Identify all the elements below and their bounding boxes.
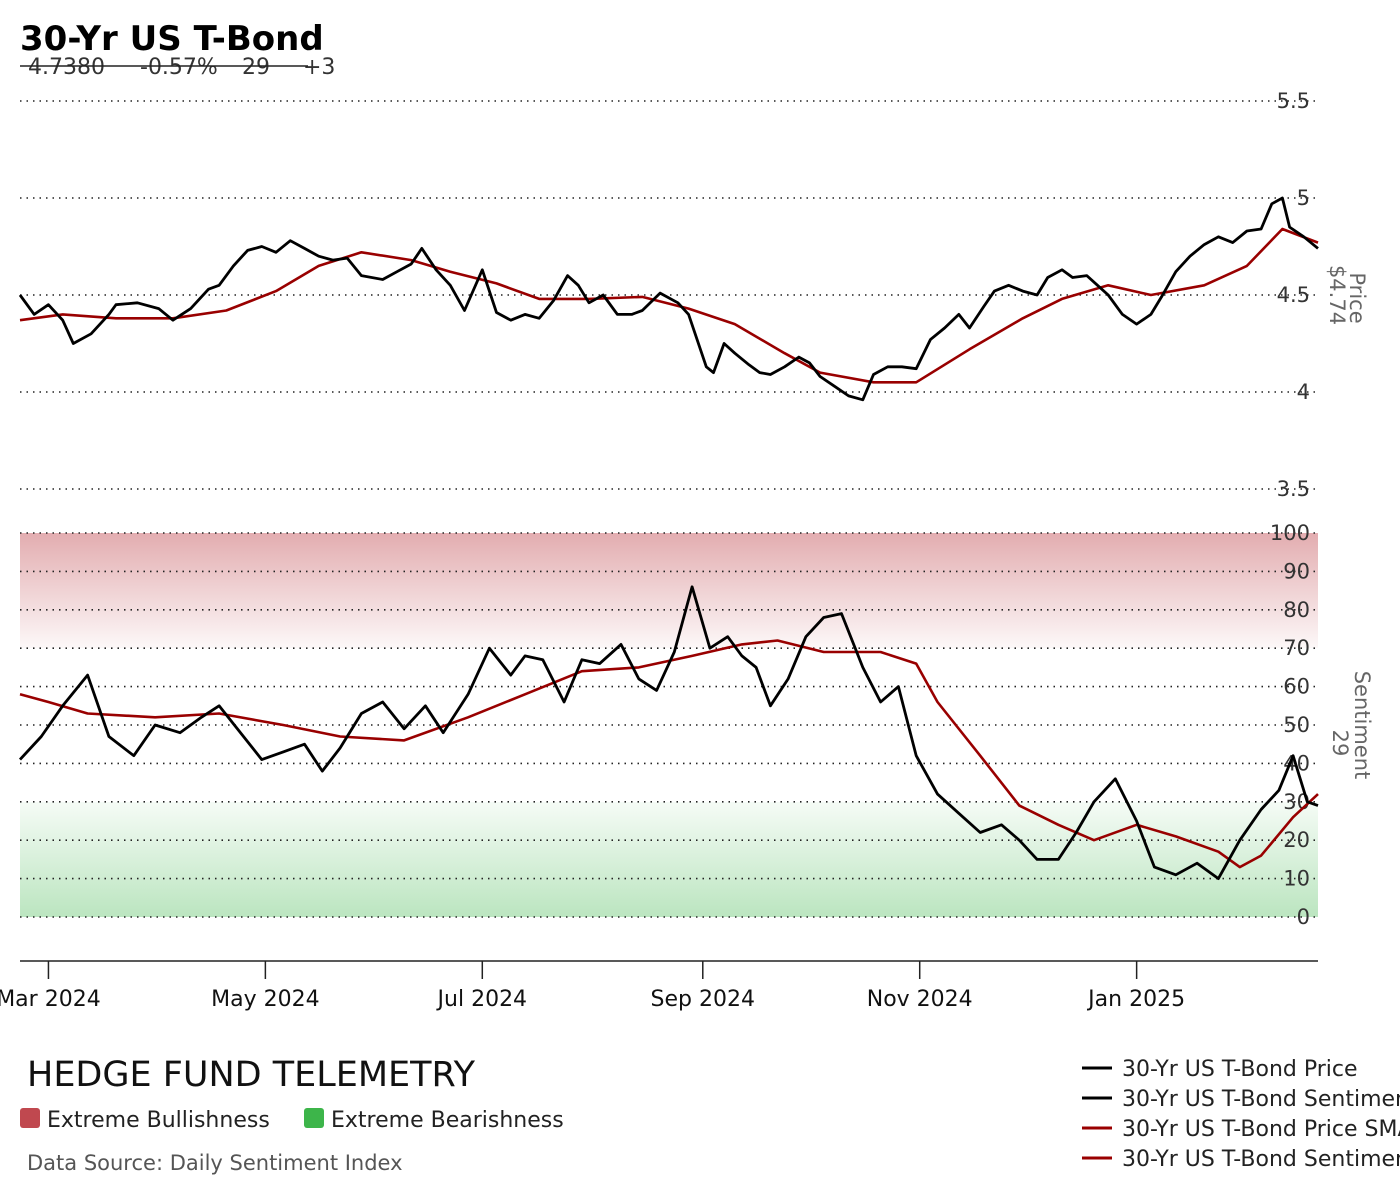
price-axis-title: Price [1345, 272, 1369, 323]
brand-label: HEDGE FUND TELEMETRY [27, 1055, 476, 1095]
series-legend: 30-Yr US T-Bond Price 30-Yr US T-Bond Sen… [1082, 1057, 1400, 1172]
x-tick-label: May 2024 [211, 987, 319, 1012]
header-stats: 4.7380 -0.57% 29 +3 [20, 55, 335, 80]
sentiment-change-stat: +3 [303, 55, 335, 80]
legend-entry: 30-Yr US T-Bond Price SMA [1122, 1117, 1400, 1142]
extreme-bearishness-band [20, 802, 1318, 917]
sentiment-tick-label: 0 [1297, 905, 1310, 929]
bear-label: Extreme Bearishness [331, 1108, 564, 1133]
extreme-bullishness-band [20, 533, 1318, 648]
sentiment-tick-label: 80 [1283, 598, 1310, 622]
change-stat: -0.57% [140, 55, 218, 80]
x-tick-label: Sep 2024 [651, 987, 755, 1012]
x-tick-label: Nov 2024 [867, 987, 973, 1012]
sentiment-tick-label: 50 [1283, 713, 1310, 737]
legend-entry: 30-Yr US T-Bond Price [1122, 1057, 1358, 1082]
price-stat: 4.7380 [28, 55, 105, 80]
sentiment-tick-label: 60 [1283, 675, 1310, 699]
x-tick-label: Jan 2025 [1086, 987, 1185, 1012]
sentiment-tick-label: 100 [1270, 521, 1310, 545]
price-tick-label: 4.5 [1277, 283, 1310, 307]
legend-entry: 30-Yr US T-Bond Sentiment SMA [1122, 1147, 1400, 1172]
price-tick-label: 3.5 [1277, 477, 1310, 501]
sentiment-axis-title: Sentiment [1350, 671, 1374, 780]
x-tick-label: Mar 2024 [0, 987, 101, 1012]
sentiment-tick-label: 90 [1283, 559, 1310, 583]
bull-swatch [20, 1108, 40, 1128]
price-tick-label: 5 [1297, 186, 1310, 210]
bull-label: Extreme Bullishness [47, 1108, 270, 1133]
sentiment-stat: 29 [242, 55, 270, 80]
price-tick-label: 4 [1297, 380, 1310, 404]
price-line [18, 196, 1319, 402]
data-source: Data Source: Daily Sentiment Index [27, 1151, 403, 1175]
price-sma-line [19, 227, 1319, 384]
sentiment-axis-value: 29 [1328, 730, 1352, 757]
sentiment-line [18, 585, 1319, 880]
bear-swatch [304, 1108, 324, 1128]
legend-entry: 30-Yr US T-Bond Sentiment [1122, 1087, 1400, 1112]
sentiment-tick-label: 70 [1283, 636, 1310, 660]
x-tick-label: Jul 2024 [436, 987, 528, 1012]
chart-title: 30-Yr US T-Bond [20, 19, 324, 59]
x-tick-labels: Mar 2024 May 2024 Jul 2024 Sep 2024 Nov 2024… [0, 961, 1185, 1012]
sentiment-tick-label: 10 [1283, 867, 1310, 891]
sentiment-tick-label: 20 [1283, 828, 1310, 852]
price-axis-value: $4.74 [1325, 265, 1349, 325]
price-tick-label: 5.5 [1277, 89, 1310, 113]
